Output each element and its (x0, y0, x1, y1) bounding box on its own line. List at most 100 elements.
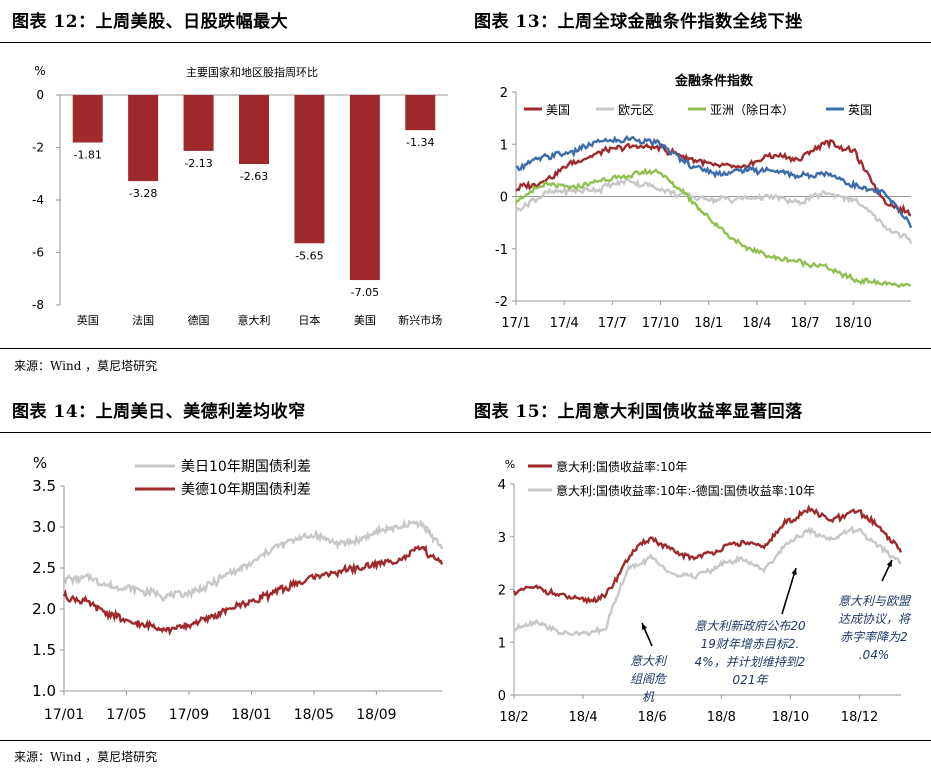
x-tick-label: 18/2 (499, 710, 528, 725)
chart-title: 主要国家和地区股指周环比 (186, 65, 318, 79)
data-label: -2.63 (240, 170, 268, 183)
x-tick-label: 意大利 (238, 313, 271, 327)
x-tick-label: 17/4 (550, 316, 579, 331)
y-tick-label: -2 (495, 295, 508, 310)
legend-label: 美德10年期国债利差 (181, 482, 311, 498)
source-rule (0, 348, 931, 349)
annotation-text: 意大利组阁危机 (630, 654, 668, 704)
series-line (515, 139, 911, 217)
annotation-arrowhead (791, 568, 797, 575)
y-tick-label: 0 (498, 689, 506, 704)
source-rule (0, 740, 931, 741)
legend-label: 亚洲（除日本） (710, 102, 794, 117)
data-label: -5.65 (295, 249, 323, 262)
x-tick-label: 18/8 (707, 710, 736, 725)
legend-label: 美日10年期国债利差 (181, 459, 311, 475)
y-tick-label: 1.0 (32, 682, 56, 700)
legend-label: 意大利:国债收益率:10年 (556, 459, 687, 474)
x-tick-label: 18/05 (294, 707, 334, 723)
annotation-arrowhead (886, 560, 892, 567)
x-tick-label: 18/6 (638, 710, 667, 725)
series-line (512, 504, 903, 605)
y-tick-label: -2 (32, 141, 44, 155)
series-line (63, 518, 444, 603)
chart-13-line: 2 1 0 -1 -2 17/1 17/4 17/7 17/10 18/1 18/4 18/7 18/1… (495, 73, 913, 331)
series-line (515, 134, 913, 229)
bar (183, 95, 214, 151)
bar (405, 95, 436, 131)
title-rule (0, 432, 931, 433)
y-tick-label: 3.0 (32, 518, 56, 536)
data-label: -7.05 (351, 286, 379, 299)
series-line (514, 177, 913, 245)
y-tick-label: -8 (32, 298, 44, 312)
y-tick-label: 0 (500, 191, 508, 206)
y-tick-label: 4 (498, 478, 506, 493)
x-tick-label: 17/01 (44, 707, 84, 723)
x-tick-label: 18/10 (772, 710, 809, 725)
data-label: -1.81 (73, 149, 101, 162)
bar (72, 95, 103, 143)
x-tick-label: 德国 (188, 313, 210, 327)
y-tick-label: 1 (500, 138, 508, 153)
chart-15-line: 4 3 2 1 0 18/2 18/4 18/6 18/8 18/10 18/12% 意大利:国债收益… (498, 458, 912, 725)
y-tick-label: 0 (36, 88, 44, 102)
chart-14-line: 3.5 3.0 2.5 2.0 1.5 1.0 17/01 17/05 17/09 18/01 18… (32, 454, 444, 723)
legend-label: 美国 (546, 103, 570, 117)
y-tick-label: 2 (500, 86, 508, 101)
y-tick-label: -6 (32, 246, 44, 260)
bar (349, 95, 380, 281)
x-tick-label: 18/4 (742, 316, 771, 331)
panel-title: 图表 15：上周意大利国债收益率显著回落 (474, 402, 803, 422)
x-tick-label: 17/10 (642, 316, 679, 331)
chart-title: 金融条件指数 (674, 73, 754, 89)
data-label: -1.34 (406, 136, 434, 149)
source-note: 来源：Wind ，莫尼塔研究 (14, 359, 158, 373)
x-tick-label: 18/12 (841, 710, 878, 725)
y-tick-label: 3.5 (32, 477, 56, 495)
x-tick-label: 18/4 (569, 710, 598, 725)
annotation-text: 意大利与欧盟达成协议，将赤字率降为2.04% (838, 594, 912, 662)
x-tick-label: 18/7 (790, 316, 819, 331)
x-tick-label: 18/1 (694, 316, 723, 331)
panel-title: 图表 14：上周美日、美德利差均收窄 (12, 402, 306, 422)
data-label: -3.28 (129, 187, 157, 200)
panel-title: 图表 12：上周美股、日股跌幅最大 (12, 12, 289, 32)
y-tick-label: -1 (495, 243, 508, 258)
y-tick-label: 3 (498, 531, 506, 546)
x-tick-label: 17/05 (106, 707, 146, 723)
y-tick-label: 1.5 (32, 641, 56, 659)
bar (294, 95, 325, 244)
legend-label: 英国 (848, 103, 872, 117)
annotation-arrow (781, 567, 797, 615)
legend-label: 欧元区 (618, 103, 654, 117)
y-unit: % (34, 64, 45, 78)
title-rule (0, 42, 931, 43)
x-tick-label: 18/09 (356, 707, 396, 723)
y-unit: % (505, 458, 515, 471)
x-tick-label: 新兴市场 (398, 313, 442, 327)
y-tick-label: 2.0 (32, 600, 56, 618)
panel-title: 图表 13：上周全球金融条件指数全线下挫 (474, 12, 803, 32)
annotation-arrowhead (642, 623, 648, 630)
source-note: 来源：Wind ，莫尼塔研究 (14, 750, 158, 764)
y-tick-label: 1 (498, 636, 506, 651)
x-tick-label: 美国 (354, 314, 376, 327)
data-label: -2.13 (184, 157, 212, 170)
x-tick-label: 18/01 (231, 707, 271, 723)
bar (239, 95, 269, 165)
legend-label: 意大利:国债收益率:10年:-德国:国债收益率:10年 (556, 483, 815, 498)
x-tick-label: 法国 (132, 313, 154, 327)
x-tick-label: 17/7 (598, 316, 627, 331)
y-tick-label: 2.5 (32, 559, 56, 577)
bar (128, 95, 159, 182)
series-line (513, 525, 902, 637)
y-unit: % (33, 454, 47, 472)
series-line (62, 544, 444, 637)
y-tick-label: -4 (32, 193, 44, 207)
x-tick-label: 17/09 (169, 707, 209, 723)
y-tick-label: 2 (498, 584, 506, 599)
x-tick-label: 18/10 (834, 316, 871, 331)
annotation-text: 意大利新政府公布20 19财年增赤目标2. 4%，并计划维持到2 021年 (694, 619, 806, 687)
x-tick-label: 日本 (298, 313, 320, 327)
